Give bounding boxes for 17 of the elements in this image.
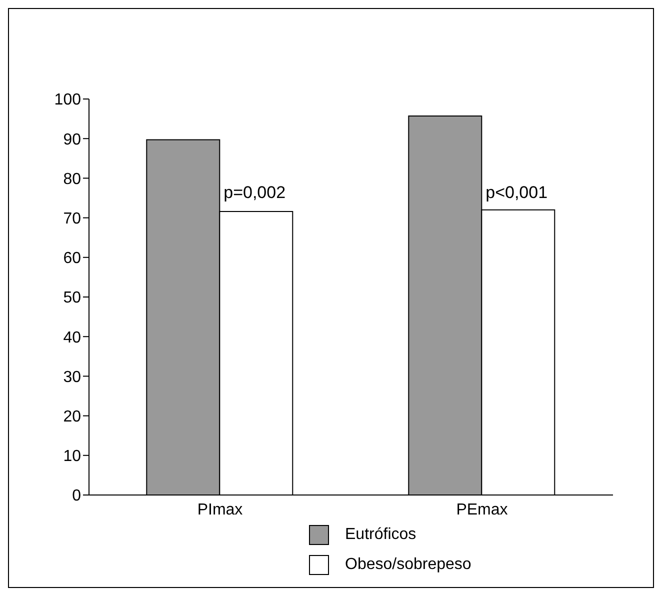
annotation: p=0,002	[224, 183, 286, 202]
legend-label: Obeso/sobrepeso	[345, 556, 472, 574]
y-tick-label: 20	[63, 408, 82, 426]
x-tick-label: PImax	[197, 501, 243, 518]
y-tick-label: 40	[63, 329, 82, 346]
y-tick-label: 50	[63, 290, 82, 307]
legend-label: Eutróficos	[345, 526, 416, 544]
annotation: p<0,001	[486, 183, 548, 202]
y-tick-label: 60	[63, 250, 82, 268]
y-tick-label: 30	[63, 368, 82, 386]
y-tick-label: 0	[72, 488, 82, 505]
y-tick-label: 70	[63, 210, 82, 228]
y-tick-label: 90	[63, 131, 82, 148]
y-tick-label: 10	[63, 448, 82, 466]
x-tick-label: PEmax	[456, 501, 508, 518]
y-tick-label: 80	[63, 170, 82, 188]
y-tick-label: 100	[54, 92, 82, 109]
